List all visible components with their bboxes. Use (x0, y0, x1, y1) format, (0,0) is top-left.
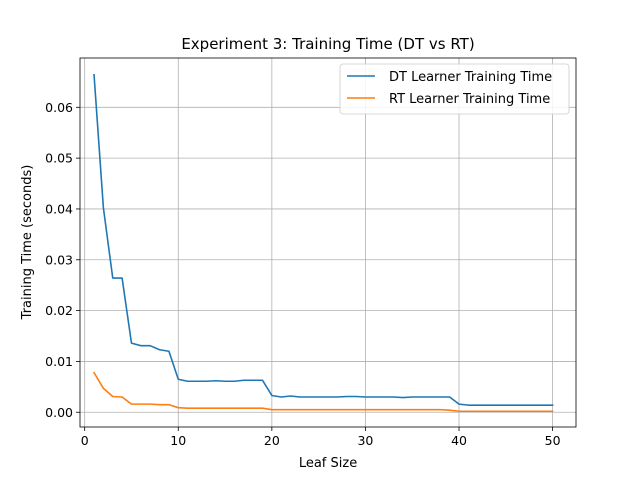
y-tick-label: 0.05 (45, 151, 73, 166)
x-tick-label: 10 (170, 433, 186, 448)
x-tick-label: 40 (451, 433, 467, 448)
x-tick-label: 0 (81, 433, 89, 448)
grid-lines (80, 58, 576, 427)
y-tick-label: 0.00 (45, 405, 73, 420)
legend-box (339, 63, 570, 115)
y-tick-label: 0.02 (45, 303, 73, 318)
y-tick-label: 0.04 (45, 201, 73, 216)
rt-training-time-line (92, 371, 554, 413)
legend-label-dt: DT Learner Training Time (389, 70, 552, 85)
y-tick-label: 0.03 (45, 252, 73, 267)
y-tick-label: 0.01 (45, 354, 73, 369)
y-tick-label: 0.06 (45, 100, 73, 115)
dt-training-time-line (93, 73, 554, 406)
y-axis-ticks: 0.00 0.01 0.02 0.03 0.04 0.05 0.06 (45, 100, 80, 420)
legend: DT Learner Training Time RT Learner Trai… (339, 63, 570, 115)
x-axis-ticks: 0 10 20 30 40 50 (81, 427, 561, 448)
chart-title: Experiment 3: Training Time (DT vs RT) (181, 35, 474, 53)
y-axis-label: Training Time (seconds) (20, 165, 35, 321)
plot-area-frame (79, 57, 577, 428)
x-tick-label: 20 (264, 433, 280, 448)
x-axis-label: Leaf Size (299, 456, 357, 471)
x-tick-label: 30 (357, 433, 373, 448)
legend-label-rt: RT Learner Training Time (389, 92, 550, 107)
x-tick-label: 50 (545, 433, 561, 448)
series-layer (92, 73, 554, 413)
